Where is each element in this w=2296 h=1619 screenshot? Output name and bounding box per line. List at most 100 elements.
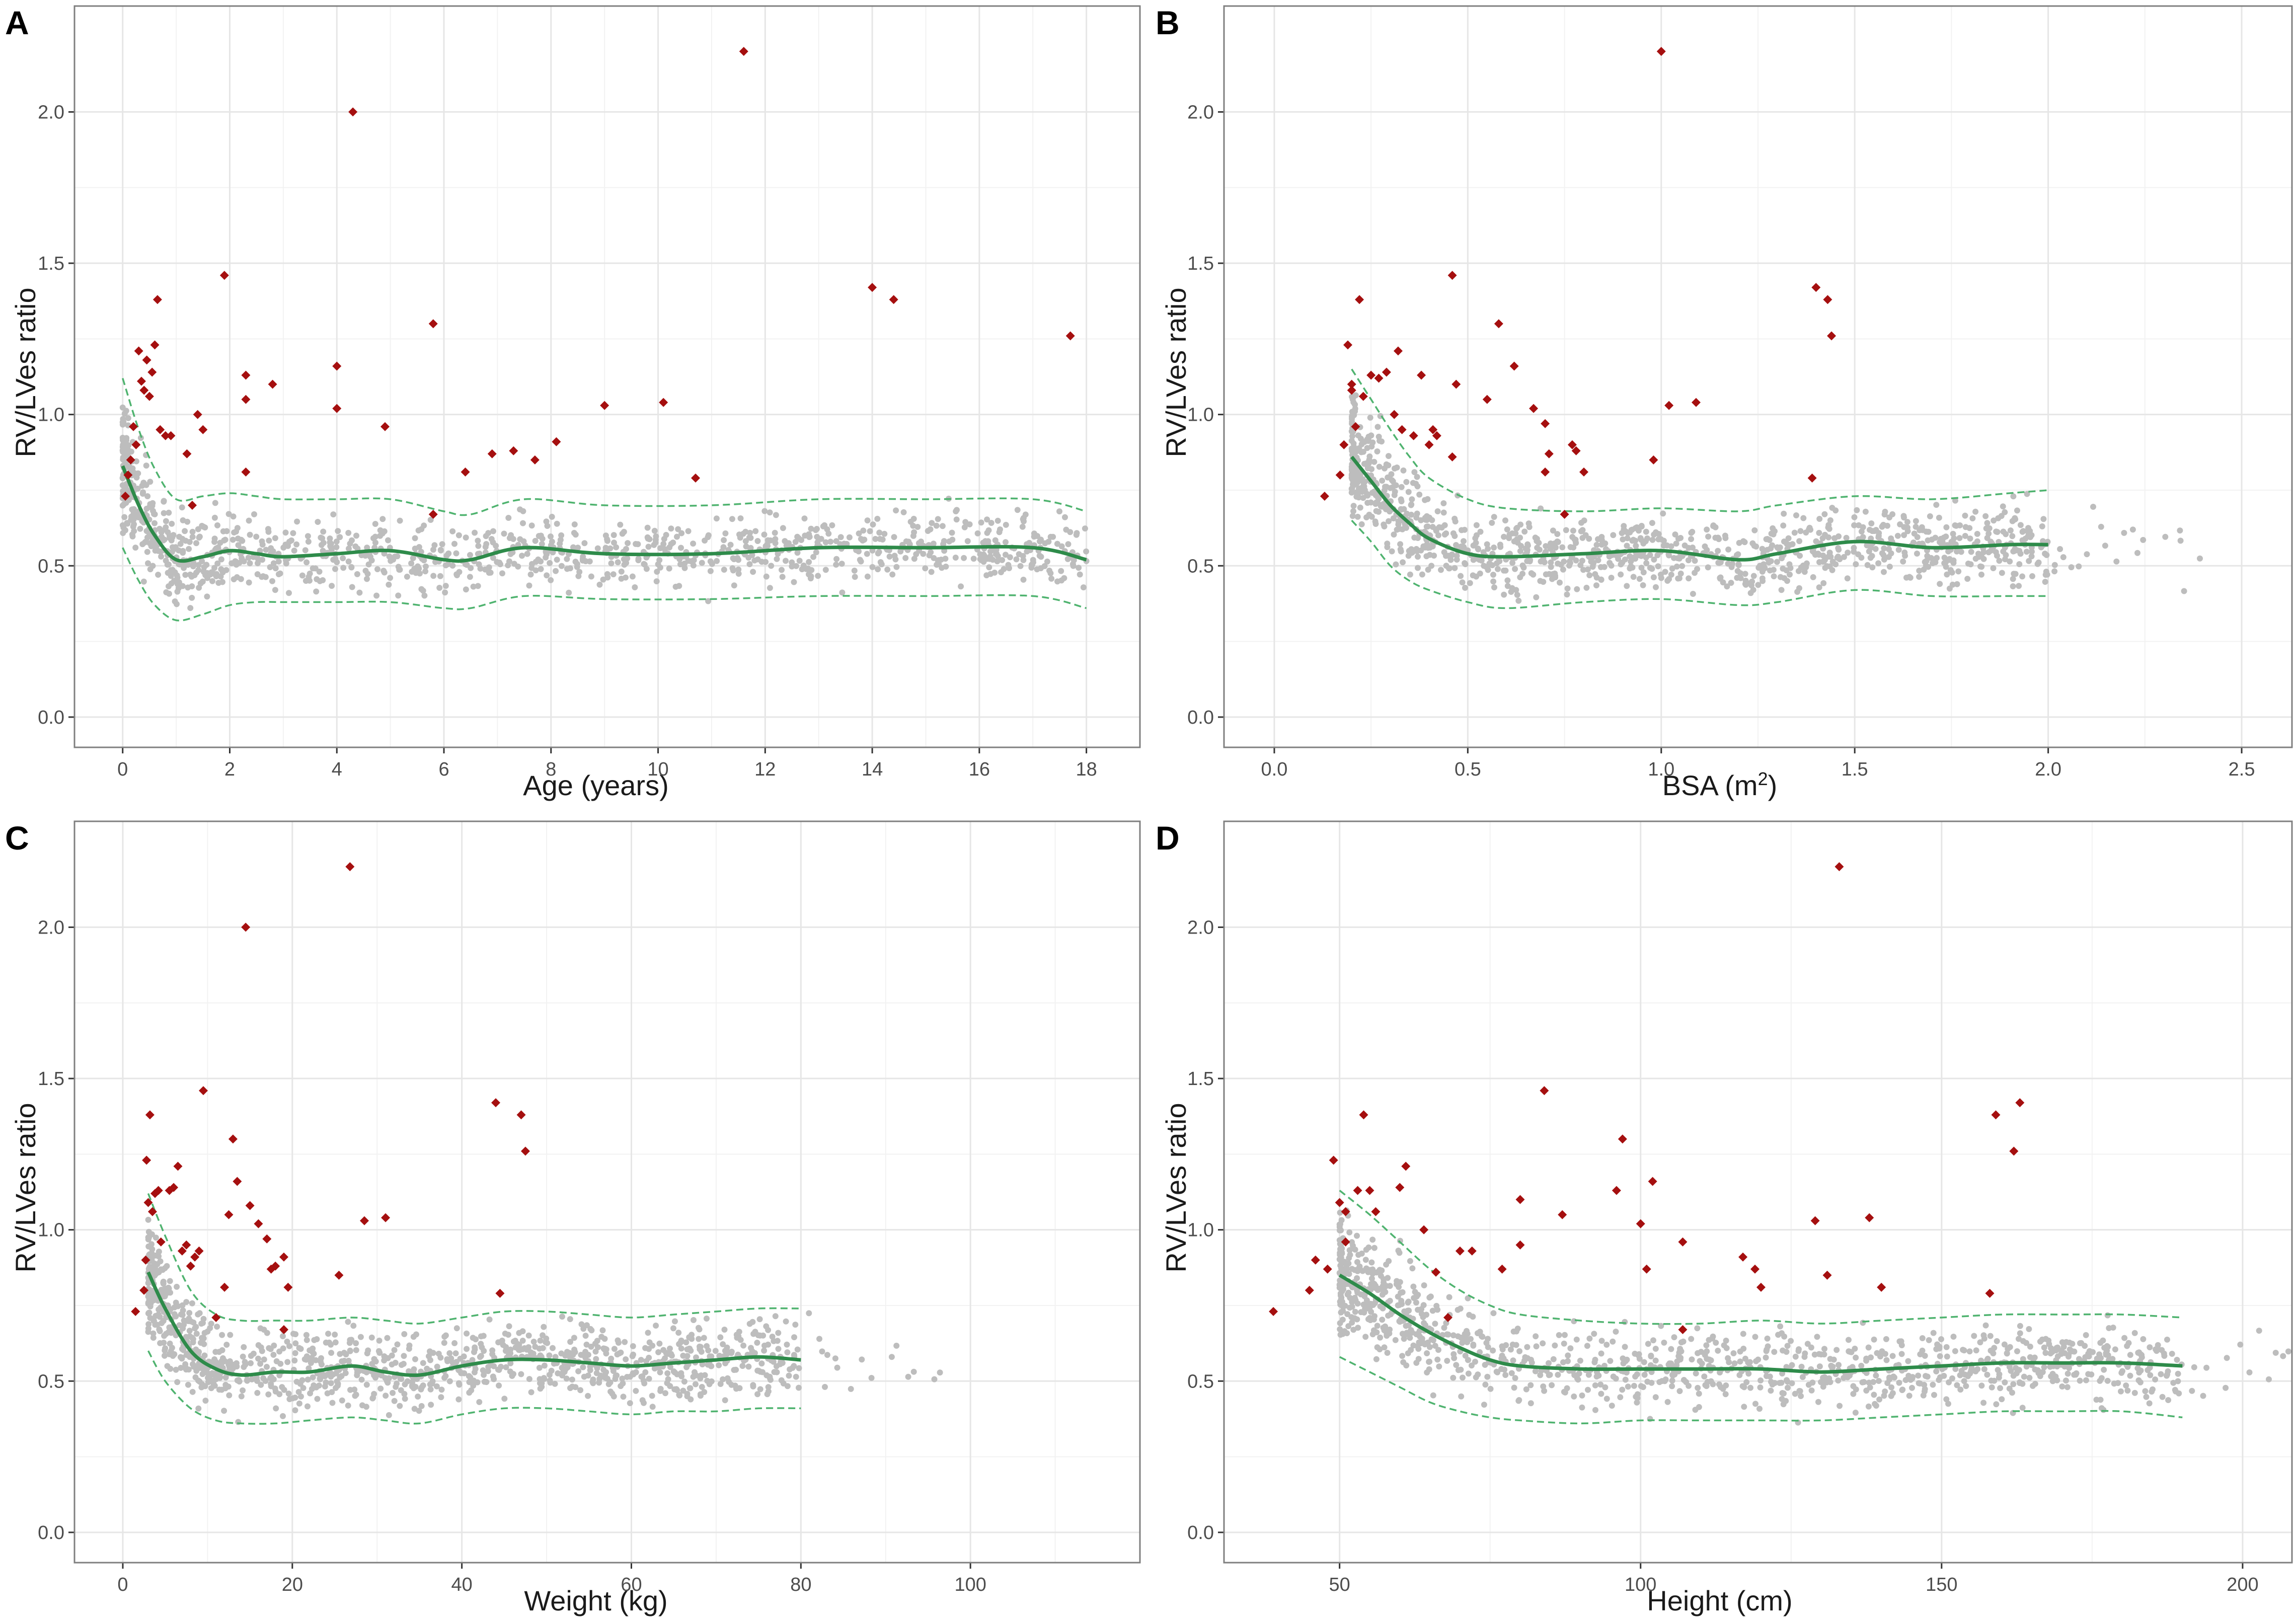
data-point bbox=[603, 1375, 609, 1381]
data-point bbox=[1433, 1302, 1440, 1309]
data-point bbox=[471, 1349, 477, 1355]
data-point bbox=[1598, 533, 1605, 540]
data-point bbox=[886, 553, 893, 560]
data-point bbox=[665, 1376, 671, 1382]
data-point bbox=[398, 1376, 405, 1382]
data-point bbox=[722, 1360, 729, 1366]
data-point bbox=[145, 1325, 151, 1332]
data-point bbox=[1395, 1248, 1402, 1254]
data-point bbox=[1070, 563, 1077, 569]
data-point bbox=[266, 537, 272, 544]
data-point bbox=[1851, 514, 1858, 520]
data-point bbox=[563, 1375, 570, 1382]
data-point bbox=[189, 1300, 195, 1306]
data-point bbox=[246, 517, 252, 524]
data-point bbox=[1871, 1392, 1877, 1398]
data-point bbox=[1491, 584, 1497, 591]
data-point bbox=[1881, 545, 1887, 552]
data-point bbox=[2040, 516, 2047, 522]
data-point bbox=[2076, 563, 2082, 570]
data-point bbox=[2174, 1357, 2180, 1363]
data-point bbox=[1470, 543, 1477, 549]
data-point bbox=[2124, 1343, 2130, 1349]
data-point bbox=[1944, 571, 1950, 578]
y-tick-label-b: 2.0 bbox=[1187, 102, 1214, 123]
data-point bbox=[119, 475, 126, 481]
data-point bbox=[1400, 559, 1406, 566]
data-point bbox=[987, 553, 993, 560]
data-point bbox=[988, 520, 994, 526]
data-point bbox=[789, 563, 795, 570]
data-point bbox=[1062, 514, 1068, 520]
data-point bbox=[161, 498, 167, 504]
data-point bbox=[1747, 1384, 1753, 1391]
data-point bbox=[1772, 1380, 1778, 1386]
data-point bbox=[314, 1396, 321, 1402]
data-point bbox=[844, 541, 850, 547]
data-point bbox=[437, 573, 443, 579]
data-point bbox=[294, 518, 300, 525]
data-point bbox=[734, 1335, 740, 1341]
data-point bbox=[902, 555, 909, 561]
data-point bbox=[566, 589, 572, 596]
data-point bbox=[572, 559, 579, 565]
data-point bbox=[2042, 1350, 2049, 1356]
data-point bbox=[2064, 1384, 2071, 1391]
data-point bbox=[815, 573, 821, 579]
data-point bbox=[1978, 1382, 1985, 1389]
data-point bbox=[164, 562, 171, 568]
data-point bbox=[304, 533, 311, 539]
data-point bbox=[1355, 1252, 1362, 1258]
data-point bbox=[1943, 533, 1949, 540]
data-point bbox=[1795, 568, 1802, 574]
data-point bbox=[1816, 516, 1823, 522]
data-point bbox=[630, 1343, 636, 1349]
data-point bbox=[1337, 1250, 1343, 1256]
data-point bbox=[558, 1350, 565, 1357]
data-point bbox=[1810, 574, 1816, 580]
data-point bbox=[1006, 565, 1012, 571]
data-point bbox=[1396, 525, 1403, 532]
data-point bbox=[1864, 562, 1871, 568]
data-point bbox=[1648, 1379, 1655, 1386]
data-point bbox=[1451, 565, 1458, 571]
data-point bbox=[691, 1317, 697, 1323]
data-point bbox=[1921, 566, 1927, 573]
data-point bbox=[1494, 1369, 1501, 1375]
data-point bbox=[195, 1311, 201, 1318]
data-point bbox=[283, 560, 289, 567]
data-point bbox=[2007, 1344, 2013, 1350]
data-point bbox=[1013, 556, 1020, 563]
data-point bbox=[1003, 539, 1009, 546]
data-point bbox=[1533, 594, 1540, 600]
data-point bbox=[157, 525, 163, 532]
data-point bbox=[1676, 1388, 1683, 1395]
data-point bbox=[1854, 507, 1860, 513]
data-point bbox=[724, 1344, 730, 1351]
data-point bbox=[310, 565, 316, 572]
data-point bbox=[346, 546, 352, 552]
data-point bbox=[1922, 1353, 1928, 1359]
data-point bbox=[1916, 574, 1923, 580]
data-point bbox=[481, 1378, 488, 1385]
data-point bbox=[1740, 1345, 1747, 1352]
data-point bbox=[502, 1330, 508, 1337]
data-point bbox=[1410, 480, 1416, 486]
data-point bbox=[2035, 559, 2042, 566]
data-point bbox=[2071, 1348, 2078, 1355]
data-point bbox=[401, 1331, 408, 1337]
data-point bbox=[1862, 508, 1869, 515]
data-point bbox=[984, 516, 990, 523]
outlier-point bbox=[193, 410, 202, 419]
data-point bbox=[915, 540, 922, 547]
data-point bbox=[1648, 1352, 1654, 1359]
data-point bbox=[611, 1346, 618, 1352]
data-point bbox=[328, 1380, 334, 1386]
data-point bbox=[1351, 1267, 1358, 1273]
data-point bbox=[827, 538, 834, 545]
data-point bbox=[1482, 1381, 1489, 1388]
data-point bbox=[763, 1323, 770, 1330]
data-point bbox=[377, 532, 384, 539]
data-point bbox=[620, 1394, 627, 1400]
data-point bbox=[641, 561, 647, 567]
